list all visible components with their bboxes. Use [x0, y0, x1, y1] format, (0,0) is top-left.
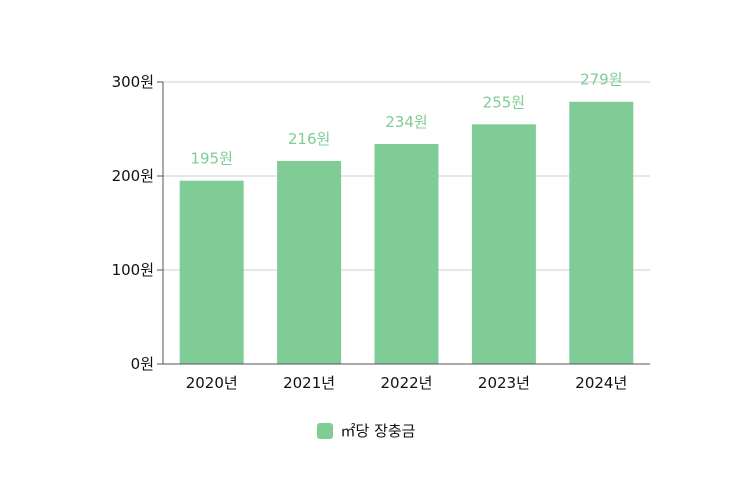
bar-value-label: 234원	[385, 113, 427, 131]
y-axis-ticks: 0원 100원 200원 300원	[112, 73, 154, 373]
bar-value-label: 279원	[580, 71, 622, 89]
x-tick-label: 2022년	[381, 374, 433, 392]
x-tick-label: 2021년	[283, 374, 335, 392]
y-tick-label: 200원	[112, 167, 154, 185]
bar	[277, 160, 342, 364]
bar	[569, 101, 634, 365]
y-tick-label: 100원	[112, 261, 154, 279]
legend: ㎡당 장충금	[0, 420, 732, 441]
x-tick-label: 2020년	[186, 374, 238, 392]
axes	[157, 81, 650, 365]
legend-label: ㎡당 장충금	[340, 422, 416, 440]
bar	[471, 124, 536, 364]
y-tick-label: 0원	[131, 355, 154, 373]
data-labels: 195원 216원 234원 255원 279원	[190, 71, 622, 168]
bars	[179, 101, 634, 365]
x-tick-label: 2024년	[575, 374, 627, 392]
bar	[179, 180, 244, 364]
x-tick-label: 2023년	[478, 374, 530, 392]
x-axis-ticks: 2020년 2021년 2022년 2023년 2024년	[186, 374, 628, 392]
bar-value-label: 216원	[288, 130, 330, 148]
bar-chart: 195원 216원 234원 255원 279원 0원 100원 200원 300원 2020…	[112, 71, 650, 392]
bar-value-label: 195원	[190, 150, 232, 168]
legend-swatch	[316, 422, 333, 439]
bar-value-label: 255원	[483, 93, 525, 111]
bar	[374, 144, 439, 364]
y-tick-label: 300원	[112, 73, 154, 91]
